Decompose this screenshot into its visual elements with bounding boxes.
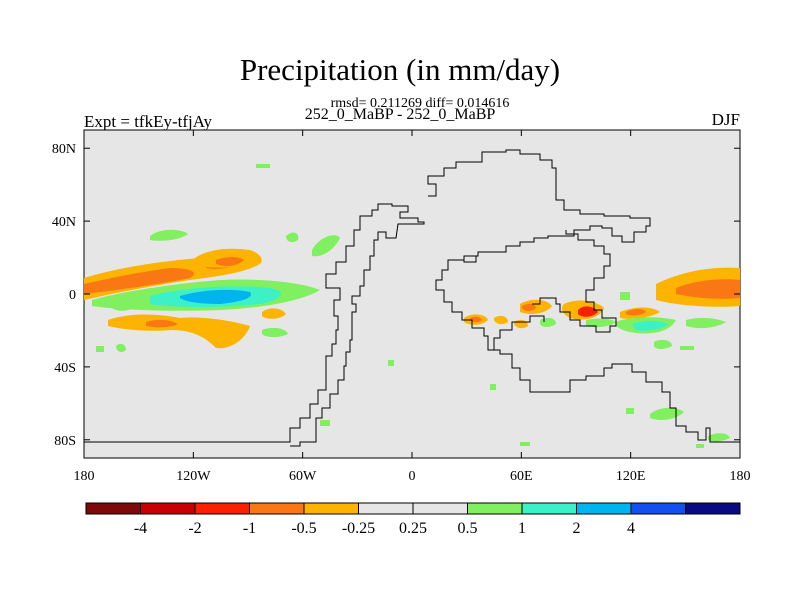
season-label: DJF (711, 110, 740, 129)
colorbar-label: -4 (134, 520, 147, 537)
pangaea-coastlines (84, 149, 740, 459)
colorbar-label: 2 (573, 520, 581, 537)
experiment-label: Expt = tfkEy-tfjAy (84, 112, 212, 131)
colorbar: -4 -2 -1 -0.5 -0.25 0.25 0.5 1 2 4 (85, 502, 741, 537)
lon-tick-label: 0 (409, 469, 416, 484)
contour-red-tethys-3 (522, 303, 536, 311)
colorbar-label: 0.5 (458, 520, 478, 537)
lon-tick-label: 120W (176, 469, 211, 484)
contour-green-tethys-7 (586, 318, 616, 328)
contour-green-tethys-11 (626, 408, 634, 414)
contour-green-small-5 (110, 302, 134, 311)
contour-green-small-8 (96, 346, 104, 352)
contour-green-small-3 (312, 235, 340, 257)
lat-tick-label: 40S (54, 361, 76, 376)
contour-green-tethys-13 (520, 442, 530, 446)
colorbar-label: -0.5 (291, 520, 316, 537)
contour-green-tethys-9 (490, 384, 496, 390)
colorbar-label: 0.25 (399, 520, 427, 537)
colorbar-label: 4 (627, 520, 635, 537)
colorbar-label: 1 (518, 520, 526, 537)
colorbar-swatch (412, 502, 468, 515)
contour-orange-south (108, 314, 250, 349)
colorbar-swatch (467, 502, 523, 515)
colorbar-swatch (194, 502, 250, 515)
contour-red-tethys-5 (578, 306, 598, 317)
contour-green-tethys-12 (696, 444, 704, 448)
contour-orange-small-7 (262, 308, 286, 319)
colorbar-swatch (85, 502, 141, 515)
stats-text: rmsd= 0.211269 diff= 0.014616 (330, 96, 510, 111)
contour-green-east-8 (708, 433, 730, 442)
contour-green-small-2 (286, 232, 299, 243)
colorbar-swatch (685, 502, 741, 515)
contour-cyan-east (632, 321, 668, 331)
colorbar-label: -0.25 (342, 520, 375, 537)
coastline-inner-bay (488, 315, 545, 351)
coastline-tethys (463, 230, 617, 333)
contour-blue-band (180, 289, 251, 304)
lon-tick-label: 120E (616, 469, 646, 484)
chart-title: Precipitation (in mm/day) (239, 52, 561, 87)
contour-green-east (686, 317, 726, 329)
contour-red-east-2 (626, 309, 646, 316)
lon-tick-label: 60E (510, 469, 533, 484)
colorbar-label: -1 (243, 520, 256, 537)
contour-green-east-6 (680, 346, 694, 350)
contour-darkorange-south (146, 319, 178, 328)
lat-tick-label: 80S (54, 434, 76, 449)
lat-tick-label: 40N (52, 215, 76, 230)
contour-green-small-4 (256, 164, 270, 168)
contour-green-small-1 (150, 229, 188, 241)
subtitle: 252_0_MaBP - 252_0_MaBP (304, 106, 496, 123)
colorbar-swatch (303, 502, 359, 515)
lat-tick-label: 0 (69, 288, 76, 303)
contour-green-east-5 (654, 339, 672, 349)
contour-red-tethys-1 (470, 316, 482, 323)
contour-green-tethys-10 (320, 420, 330, 426)
contour-green-small-9 (116, 343, 126, 353)
latitude-ticks: 80N 40N 0 40S 80S (52, 142, 740, 449)
colorbar-label: -2 (188, 520, 201, 537)
lon-tick-label: 180 (730, 469, 751, 484)
contour-green-small-6 (262, 327, 288, 337)
lon-tick-label: 180 (74, 469, 95, 484)
contour-red-east (676, 279, 740, 299)
colorbar-swatch (140, 502, 196, 515)
contour-orange-tethys-2 (494, 315, 508, 325)
coastline-west (84, 203, 425, 447)
colorbar-swatch (249, 502, 305, 515)
lon-tick-label: 60W (289, 469, 317, 484)
colorbar-swatch (630, 502, 686, 515)
colorbar-swatch (576, 502, 632, 515)
contour-green-tethys-8 (388, 360, 394, 366)
lat-tick-label: 80N (52, 142, 76, 157)
colorbar-swatch (358, 502, 414, 515)
coastline-east (427, 149, 740, 443)
contour-red-west (84, 268, 194, 294)
longitude-ticks: 180 120W 60W 0 60E 120E 180 (74, 130, 751, 484)
colorbar-swatch (521, 502, 577, 515)
contour-red-north (216, 257, 244, 267)
contour-green-east-4 (620, 292, 630, 300)
